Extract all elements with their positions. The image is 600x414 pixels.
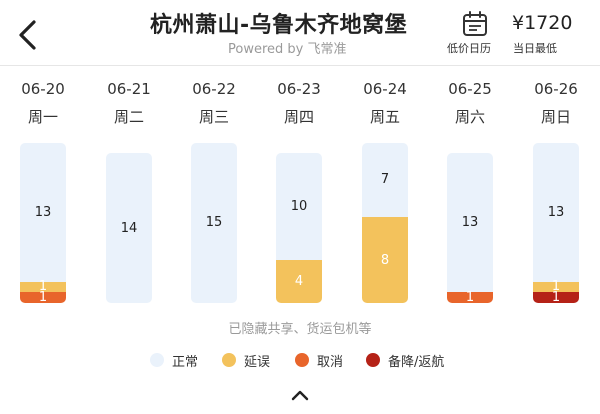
legend-dot [295,353,309,367]
bar-segment-normal: 15 [191,142,237,303]
day-header[interactable]: 06-22 周三 [178,80,250,126]
lowest-price-label: 当日最低 [513,42,557,55]
bar-segment-delay: 8 [362,217,408,303]
chevron-left-icon[interactable] [14,18,42,52]
day-weekday: 周日 [540,108,571,126]
legend-item-divert: 备降/返航 [366,351,445,370]
legend-label: 延误 [244,354,271,370]
bar-segment-delay: 1 [533,279,579,294]
day-date: 06-24 [363,80,407,98]
day-weekday: 周二 [113,108,144,126]
bar-segment-normal: 10 [276,153,322,261]
powered-by-text: Powered by 飞常准 [228,42,347,57]
legend-item-cancel: 取消 [295,351,344,370]
bar-segment-cancel: 1 [20,290,66,303]
bar-segment-normal: 13 [447,153,493,293]
day-date: 06-25 [448,80,492,98]
day-weekday: 周五 [369,108,400,126]
lowest-price: ¥1720 [512,12,573,34]
day-header[interactable]: 06-24 周五 [349,80,421,126]
legend-item-normal: 正常 [150,351,199,370]
bar-segment-normal: 7 [362,142,408,218]
day-date: 06-21 [107,80,151,98]
stacked-bar[interactable]: 10 4 [276,153,322,303]
legend-dot [222,353,236,367]
calendar-icon[interactable] [462,11,488,37]
legend-label: 正常 [172,354,199,370]
bar-segment-normal: 13 [533,142,579,282]
legend-label: 备降/返航 [388,354,445,370]
day-weekday: 周一 [27,108,58,126]
day-weekday: 周四 [283,108,314,126]
stacked-bar[interactable]: 15 [191,142,237,303]
day-date: 06-22 [192,80,236,98]
hidden-note: 已隐藏共享、货运包机等 [228,322,372,337]
legend-dot [366,353,380,367]
day-header[interactable]: 06-25 周六 [434,80,506,126]
stacked-bar[interactable]: 13 1 [447,153,493,303]
day-weekday: 周三 [198,108,229,126]
day-header[interactable]: 06-21 周二 [93,80,165,126]
day-header[interactable]: 06-23 周四 [263,80,335,126]
bar-segment-cancel: 1 [447,290,493,303]
low-price-calendar-label[interactable]: 低价日历 [447,42,491,55]
stacked-bar[interactable]: 13 1 1 [20,142,66,303]
stacked-bar[interactable]: 13 1 1 [533,142,579,303]
bar-segment-normal: 14 [106,153,152,303]
legend-dot [150,353,164,367]
header: 杭州萧山-乌鲁木齐地窝堡 Powered by 飞常准 低价日历 ¥1720 当… [0,0,600,66]
legend-label: 取消 [317,354,344,370]
day-date: 06-23 [277,80,321,98]
bar-segment-delay: 4 [276,260,322,303]
legend-item-delay: 延误 [222,351,271,370]
day-header[interactable]: 06-26 周日 [520,80,592,126]
day-weekday: 周六 [454,108,485,126]
chevron-up-icon[interactable] [290,388,310,402]
bar-segment-delay: 1 [20,279,66,294]
page-title: 杭州萧山-乌鲁木齐地窝堡 [150,13,408,38]
stacked-bar[interactable]: 14 [106,153,152,303]
day-header[interactable]: 06-20 周一 [7,80,79,126]
bar-segment-normal: 13 [20,142,66,282]
bar-segment-divert: 1 [533,290,579,303]
day-date: 06-20 [21,80,65,98]
day-date: 06-26 [534,80,578,98]
